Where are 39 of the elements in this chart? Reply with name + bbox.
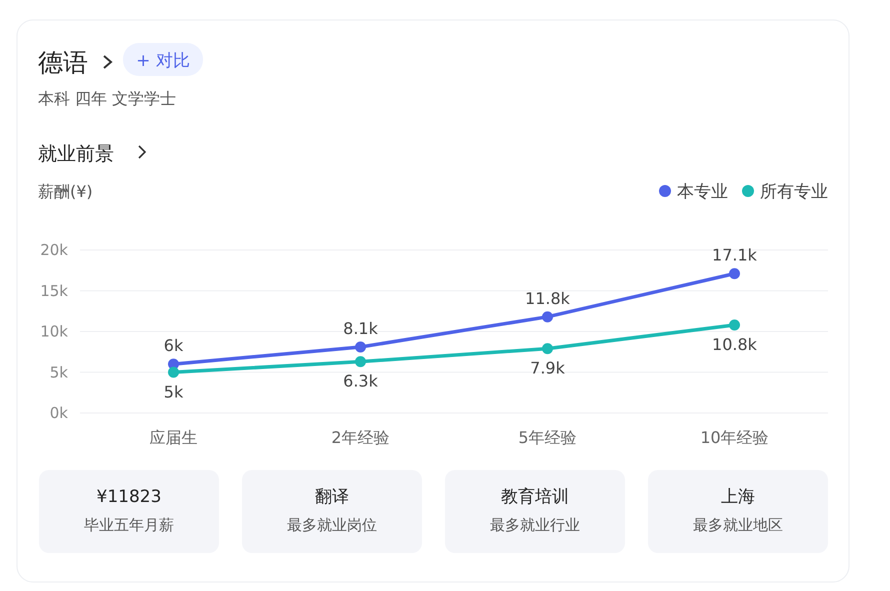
point xyxy=(729,319,740,330)
y-tick-label: 0k xyxy=(50,404,68,422)
chart-subtitle: 本科 四年 文学学士 xyxy=(38,89,176,108)
data-label: 10.8k xyxy=(712,334,758,354)
data-label: 5k xyxy=(164,382,184,402)
text: 最多就业行业 xyxy=(490,516,580,534)
x-tick-label: 应届生 xyxy=(150,428,198,447)
point xyxy=(355,341,366,352)
x-tick-label: 5年经验 xyxy=(518,428,577,447)
text: + 对比 xyxy=(136,51,190,71)
data-label: 6.3k xyxy=(343,372,379,391)
data-label: 7.9k xyxy=(530,358,566,378)
text: 最多就业岗位 xyxy=(287,516,377,534)
point xyxy=(168,366,179,378)
data-label: 17.1k xyxy=(712,246,758,265)
y-axis-title: 薪酬(¥) xyxy=(38,182,93,201)
y-tick-label: 15k xyxy=(40,282,68,300)
point xyxy=(542,343,553,354)
y-tick-label: 5k xyxy=(50,363,68,382)
y-tick-label: 10k xyxy=(40,322,68,340)
point xyxy=(542,311,553,322)
y-tick-label: 20k xyxy=(40,241,68,259)
text: 教育培训 xyxy=(501,487,569,507)
legend-label: 所有专业 xyxy=(760,182,828,202)
text: 最多就业地区 xyxy=(693,516,783,534)
text: 上海 xyxy=(721,487,755,507)
point xyxy=(729,268,740,280)
x-tick-label: 10年经验 xyxy=(700,428,769,447)
legend-label: 本专业 xyxy=(677,182,728,202)
data-label: 8.1k xyxy=(343,318,379,338)
text: ¥11823 xyxy=(96,487,162,507)
data-label: 11.8k xyxy=(525,288,571,308)
text: 毕业五年月薪 xyxy=(84,516,174,534)
x-tick-label: 2年经验 xyxy=(331,428,390,447)
point xyxy=(355,356,366,368)
data-label: 6k xyxy=(164,336,184,356)
text: 就业前景 xyxy=(38,143,114,165)
text: 翻译 xyxy=(315,487,349,507)
chart-title: 德语 xyxy=(38,48,88,77)
